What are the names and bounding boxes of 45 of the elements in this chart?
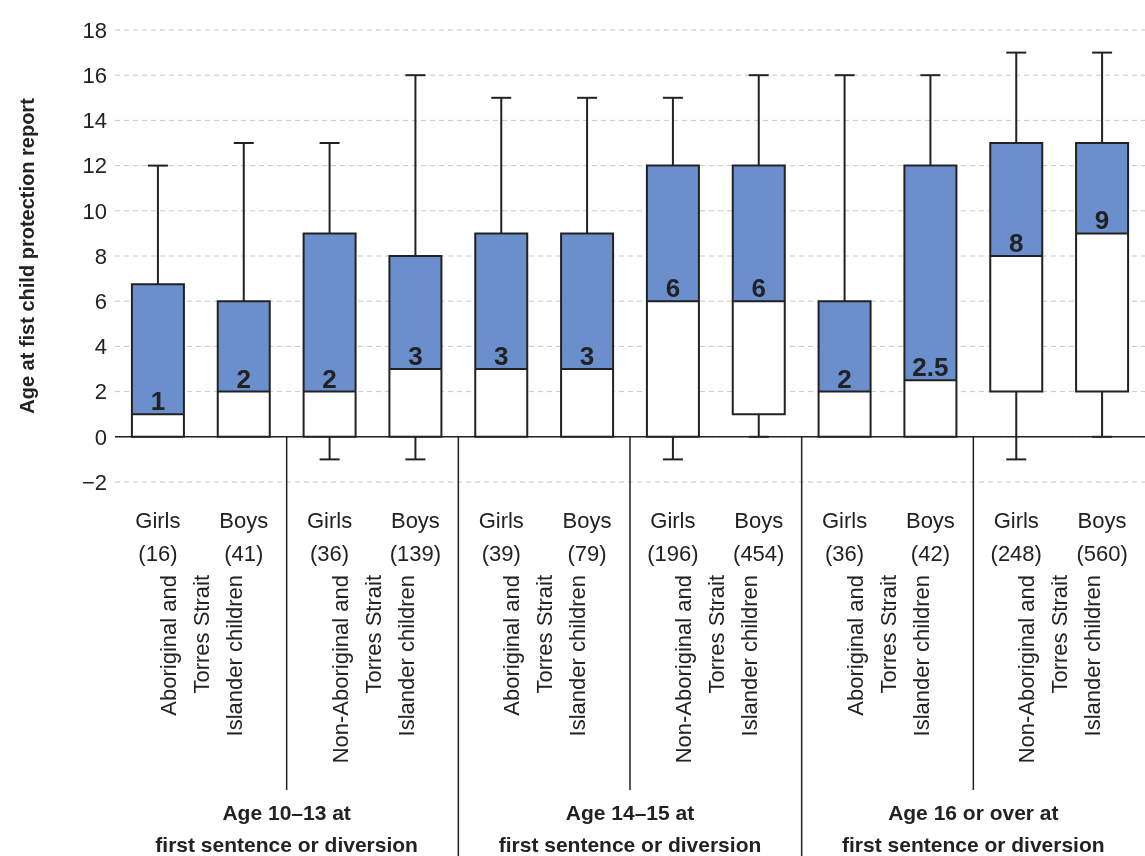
x-tick-label: Girls (36): [821, 508, 868, 566]
text: 2.5: [912, 352, 949, 383]
x-tick-label: Boys (454): [733, 508, 785, 566]
text: 2: [322, 363, 337, 394]
x-tick-label: Boys (41): [219, 508, 269, 566]
y-tick-label: 14: [82, 108, 107, 134]
text: 9: [1094, 205, 1110, 236]
text: 8: [1009, 228, 1024, 258]
text: 3: [494, 341, 509, 371]
text: 6: [751, 273, 766, 304]
x-tick-label: Boys (79): [562, 508, 612, 566]
text: Aboriginal and Torres Strait Islander children: [499, 575, 591, 737]
text: 2: [236, 363, 251, 394]
text: Aboriginal and Torres Strait Islander children: [155, 575, 247, 737]
x-tick-label: Girls (36): [306, 508, 353, 566]
y-tick-label: 10: [82, 198, 107, 224]
text: Age 10–13 at first sentence or diversion: [155, 801, 418, 856]
y-tick-label: 0: [94, 424, 107, 450]
x-tick-label: Boys (42): [905, 508, 955, 566]
y-tick-label: 16: [82, 62, 107, 88]
x-tick-label: Boys (560): [1076, 508, 1128, 566]
y-tick-label: 2: [94, 379, 107, 405]
text: 2: [837, 363, 852, 394]
y-tick-label: 12: [82, 153, 107, 179]
text: 3: [408, 341, 423, 371]
x-tick-label: Girls (196): [647, 508, 699, 566]
text: Non-Aboriginal and Torres Strait Islander children: [670, 575, 762, 764]
text: Non-Aboriginal and Torres Strait Islander children: [1014, 575, 1106, 764]
text: 6: [665, 273, 681, 304]
y-axis-title: Age at fist child protection report: [16, 97, 38, 414]
y-tick-label: 8: [94, 243, 107, 269]
y-tick-label: −2: [81, 469, 107, 495]
y-tick-label: 4: [94, 334, 107, 360]
text: Age 16 or over at first sentence or diversion: [842, 801, 1105, 856]
text: Age 14–15 at first sentence or diversion: [498, 801, 762, 856]
text: 1: [150, 386, 166, 417]
x-tick-label: Boys (139): [389, 508, 442, 566]
text: 3: [579, 341, 595, 371]
text: Non-Aboriginal and Torres Strait Islander children: [327, 575, 419, 764]
text: Aboriginal and Torres Strait Islander children: [842, 575, 934, 737]
x-tick-label: Girls (16): [135, 508, 181, 566]
x-tick-label: Girls (39): [478, 508, 524, 566]
y-tick-label: 18: [82, 17, 107, 43]
x-tick-label: Girls (248): [990, 508, 1042, 566]
y-tick-label: 6: [94, 288, 107, 314]
